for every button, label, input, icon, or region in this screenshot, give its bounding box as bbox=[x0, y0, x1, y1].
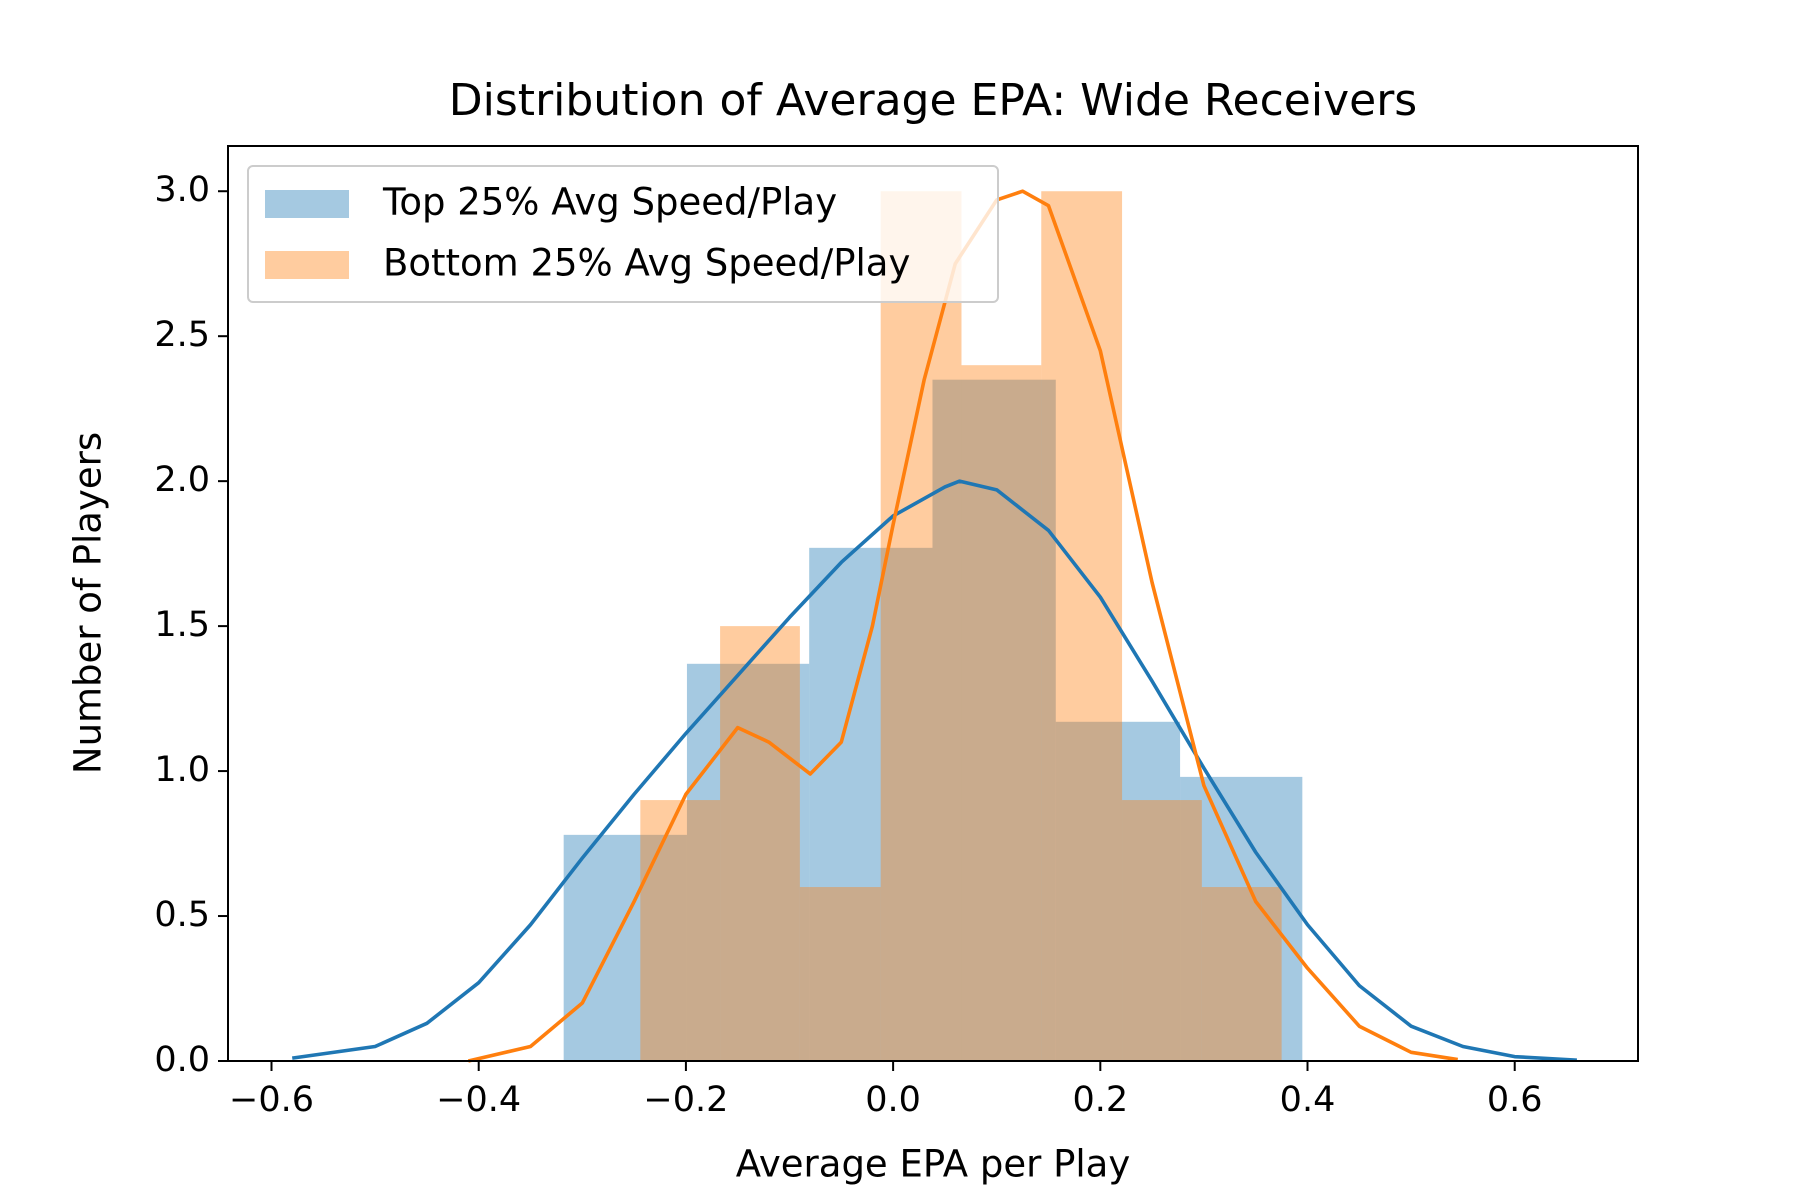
y-tick-label: 2.5 bbox=[154, 315, 210, 355]
histogram-bar bbox=[563, 834, 687, 1061]
legend-swatch bbox=[265, 251, 349, 279]
x-tick-label: 0.6 bbox=[1487, 1080, 1543, 1120]
histogram-bar bbox=[720, 626, 800, 1061]
histogram-bar bbox=[961, 365, 1042, 1061]
histogram-bar bbox=[799, 887, 881, 1061]
y-axis-label: Number of Players bbox=[67, 432, 110, 774]
plot-frame bbox=[227, 145, 1639, 1062]
histogram-bar bbox=[880, 191, 962, 1061]
x-tick-label: −0.4 bbox=[436, 1080, 521, 1120]
histogram-bar bbox=[686, 663, 810, 1061]
density-line bbox=[291, 479, 1577, 1062]
density-line bbox=[467, 189, 1459, 1063]
x-tick-label: 0.2 bbox=[1072, 1080, 1128, 1120]
x-tick-label: −0.2 bbox=[643, 1080, 728, 1120]
y-tick-label: 1.5 bbox=[154, 605, 210, 645]
histogram-bar bbox=[1055, 721, 1181, 1061]
y-tick-label: 0.5 bbox=[154, 895, 210, 935]
x-axis-label: Average EPA per Play bbox=[736, 1143, 1130, 1186]
legend-label: Bottom 25% Avg Speed/Play bbox=[383, 242, 910, 285]
y-tick-label: 1.0 bbox=[154, 750, 210, 790]
x-tick-label: −0.6 bbox=[229, 1080, 314, 1120]
x-tick-label: 0.0 bbox=[865, 1080, 921, 1120]
histogram-bar bbox=[640, 800, 721, 1061]
legend-box bbox=[247, 165, 999, 303]
histogram-bar bbox=[1201, 887, 1282, 1061]
x-tick-label: 0.4 bbox=[1280, 1080, 1336, 1120]
chart-title: Distribution of Average EPA: Wide Receiv… bbox=[449, 75, 1417, 126]
y-tick-label: 2.0 bbox=[154, 460, 210, 500]
legend-label: Top 25% Avg Speed/Play bbox=[382, 181, 837, 224]
histogram-bar bbox=[932, 379, 1056, 1061]
legend-swatch bbox=[265, 190, 349, 218]
histogram-bar bbox=[1180, 776, 1303, 1061]
histogram-bar bbox=[1122, 800, 1202, 1061]
y-tick-label: 3.0 bbox=[154, 170, 210, 210]
histogram-bar bbox=[1041, 191, 1123, 1061]
y-tick-label: 0.0 bbox=[154, 1040, 210, 1080]
